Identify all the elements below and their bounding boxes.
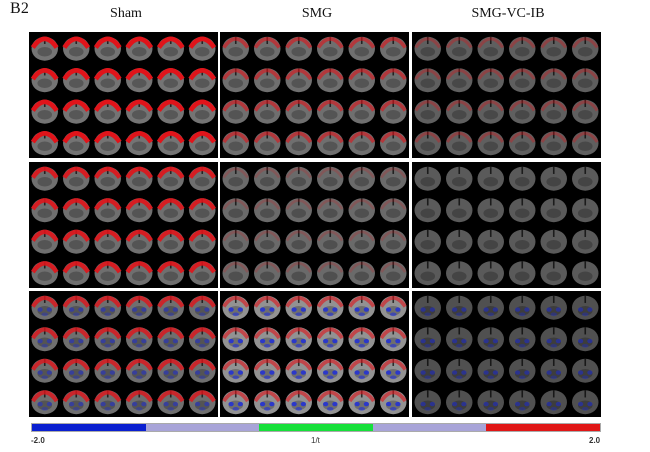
panel-label: B2 (10, 0, 30, 17)
column-header-smg: SMG (301, 6, 333, 21)
colorbar-mid-label: 1/t (311, 436, 320, 445)
slice-montage-sham-row-1 (29, 32, 218, 158)
slice-montage-smgvcib-row-2 (412, 162, 601, 288)
slice-montage-smgvcib-row-1 (412, 32, 601, 158)
column-header-smg-vc-ib: SMG-VC-IB (471, 6, 545, 21)
colorbar (31, 423, 601, 432)
colorbar-segment-lavender-right (372, 424, 487, 431)
colorbar-max-label: 2.0 (589, 436, 601, 445)
slice-montage-sham-row-3 (29, 291, 218, 417)
slice-montage-smg-row-3 (220, 291, 409, 417)
colorbar-min-label: -2.0 (31, 436, 45, 445)
colorbar-segment-lavender-left (145, 424, 260, 431)
slice-montage-smg-row-1 (220, 32, 409, 158)
colorbar-segment-green (259, 424, 373, 431)
slice-montage-sham-row-2 (29, 162, 218, 288)
colorbar-segment-blue (32, 424, 146, 431)
column-header-sham: Sham (110, 6, 142, 21)
slice-montage-smg-row-2 (220, 162, 409, 288)
slice-montage-smgvcib-row-3 (412, 291, 601, 417)
colorbar-segment-red (486, 424, 600, 431)
